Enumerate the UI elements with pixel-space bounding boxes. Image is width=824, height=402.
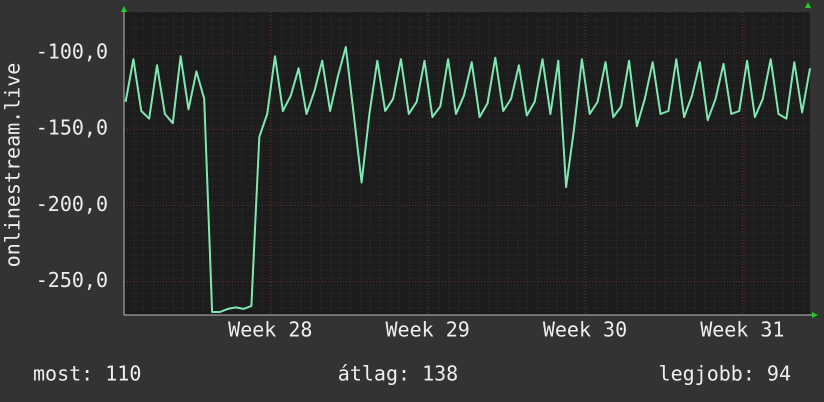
corner-arrow <box>805 2 811 8</box>
x-tick-label: Week 31 <box>700 318 784 342</box>
footer-best: legjobb: 94 <box>659 362 791 386</box>
footer-last: most: 110 <box>33 362 141 386</box>
series-line <box>124 46 811 313</box>
plot: -100,0 -150,0 -200,0 -250,0 Week 28 Week 29 We… <box>36 12 811 342</box>
x-axis-arrow <box>812 312 818 318</box>
y-tick-label: -100,0 <box>36 40 108 64</box>
x-tick-label: Week 30 <box>543 318 627 342</box>
minor-grid <box>124 12 810 315</box>
x-tick-label: Week 28 <box>228 318 312 342</box>
y-axis-label: onlinestream.live <box>1 63 25 268</box>
y-tick-label: -150,0 <box>36 116 108 140</box>
footer-average: átlag: 138 <box>338 362 458 386</box>
x-tick-label: Week 29 <box>386 318 470 342</box>
y-tick-label: -250,0 <box>36 268 108 292</box>
y-tick-label: -200,0 <box>36 192 108 216</box>
y-axis-arrow <box>121 6 127 12</box>
